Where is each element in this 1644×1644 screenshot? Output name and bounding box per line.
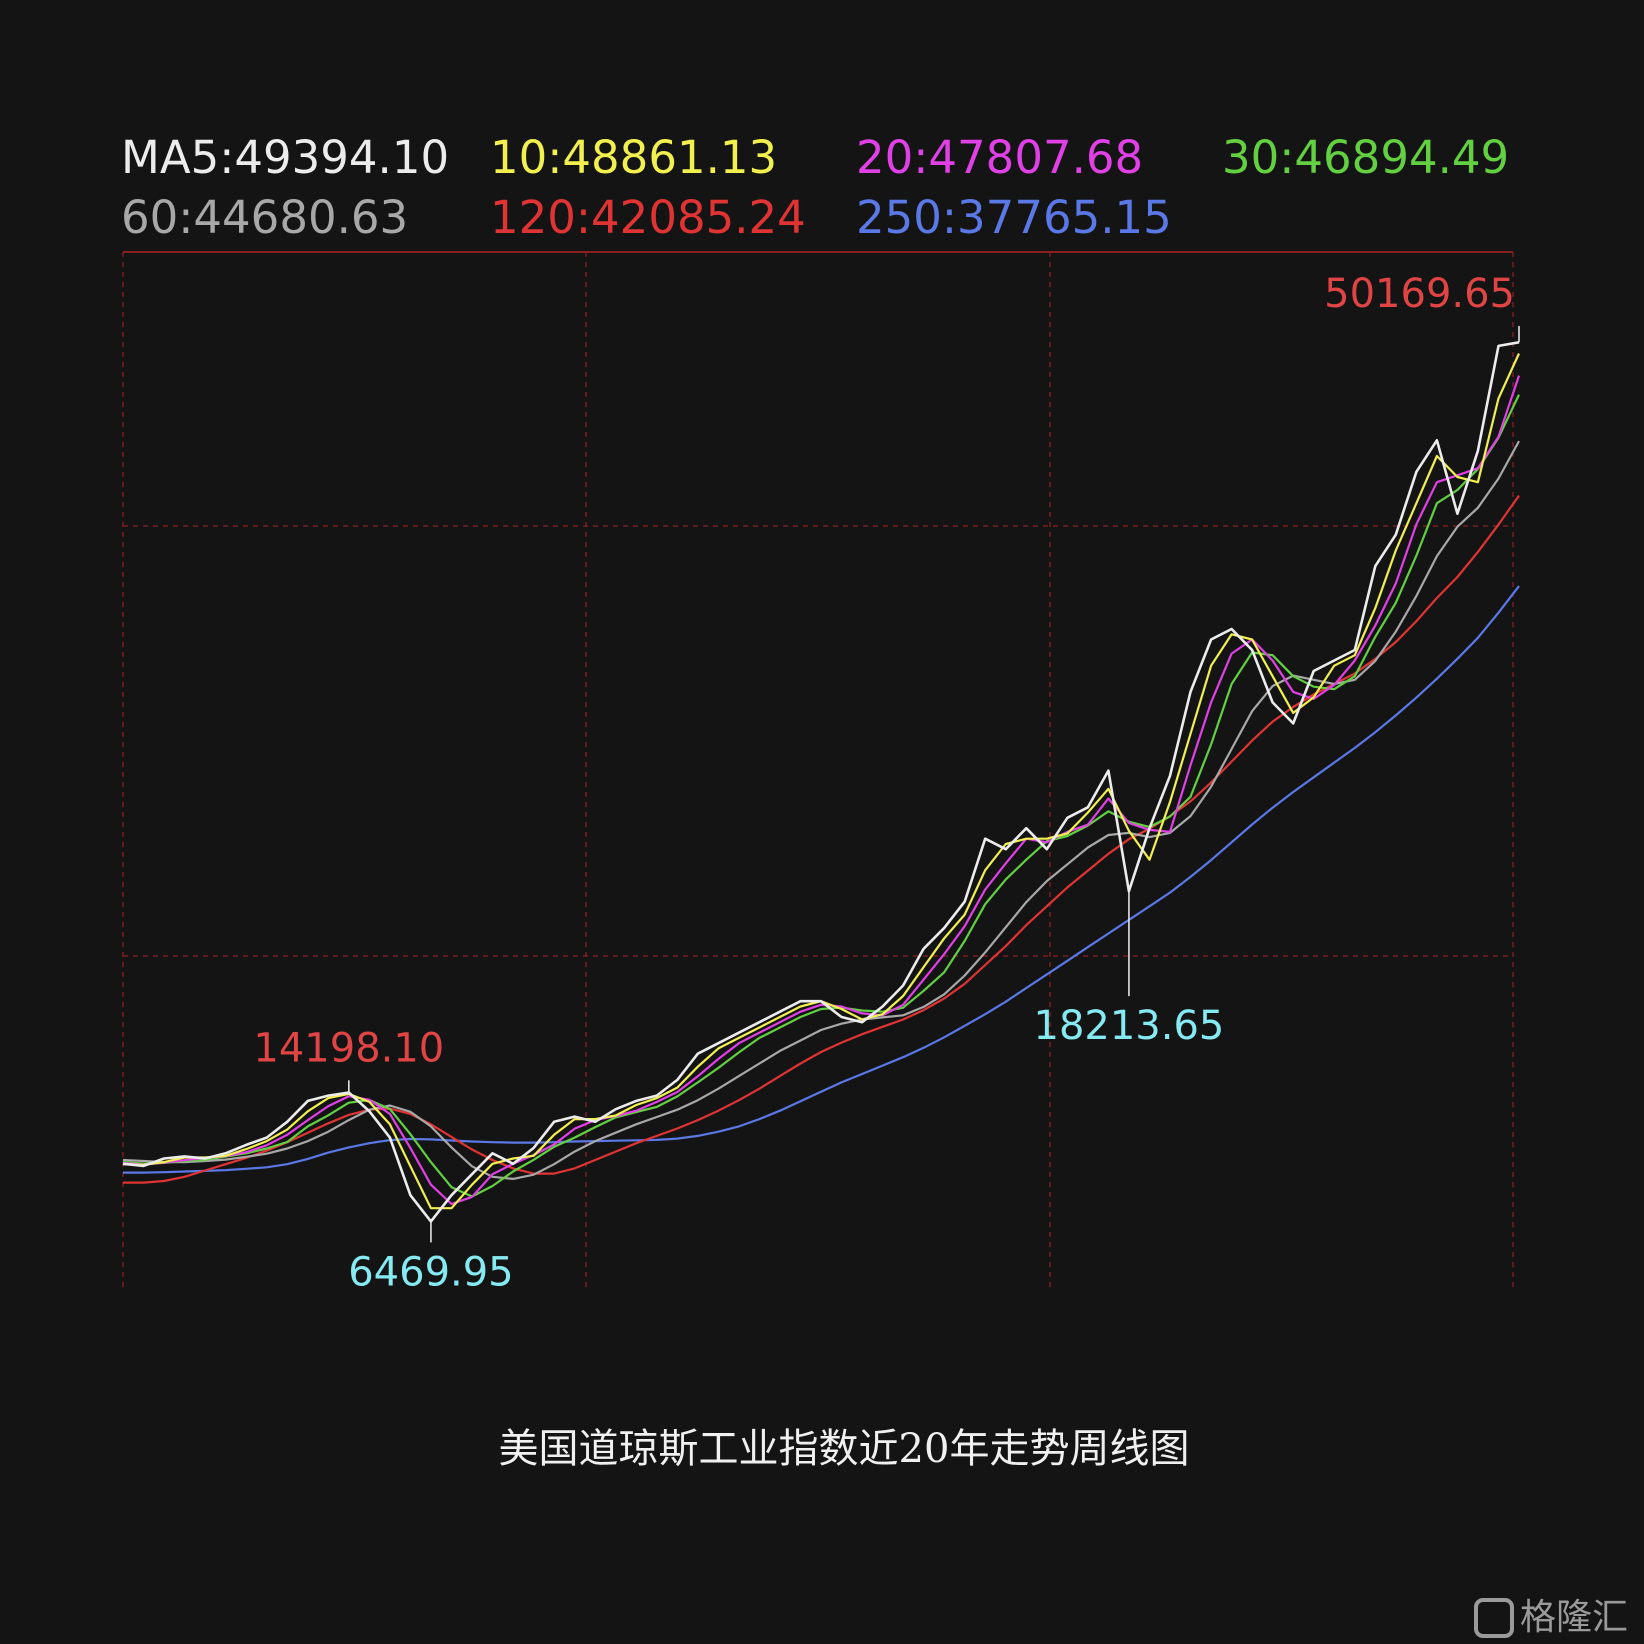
legend-entry: 60:44680.63	[121, 191, 408, 244]
annotation-label: 6469.95	[348, 1249, 513, 1295]
annotation-label: 14198.10	[253, 1025, 444, 1071]
legend-entry: 30:46894.49	[1222, 131, 1509, 184]
legend-entry: 20:47807.68	[856, 131, 1143, 184]
ma-line	[122, 440, 1520, 1180]
watermark-text: 格隆汇	[1520, 1597, 1628, 1638]
legend-entry: MA5:49394.10	[121, 131, 449, 184]
watermark: 格隆汇	[1474, 1597, 1628, 1638]
ma-line	[123, 494, 1520, 1184]
legend-entry: 250:37765.15	[856, 191, 1172, 244]
legend-entry: 120:42085.24	[490, 191, 806, 244]
watermark-logo	[1474, 1598, 1514, 1638]
legend-entry: 10:48861.13	[490, 131, 777, 184]
chart-title: 美国道琼斯工业指数近20年走势周线图	[499, 1426, 1190, 1472]
ma-line	[123, 585, 1520, 1174]
ma-line	[122, 341, 1520, 1223]
annotation-label: 18213.65	[1034, 1003, 1225, 1049]
ma-line	[122, 394, 1520, 1198]
annotation-label: 50169.65	[1324, 271, 1515, 317]
